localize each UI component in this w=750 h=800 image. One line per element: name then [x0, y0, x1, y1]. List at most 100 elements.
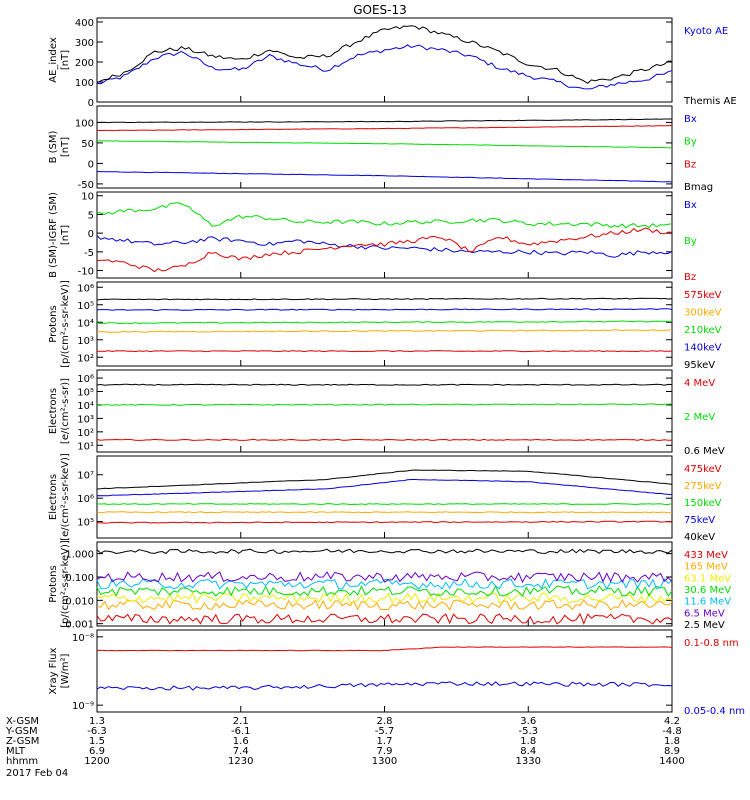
- series-line-0-05-0-4-nm: [96, 681, 673, 691]
- series-line-by: [96, 202, 673, 229]
- y-axis-label: Electrons: [48, 474, 59, 520]
- panel-protons: 10² 10³ 10⁴ 10⁵ 10⁶ Protons [p/(cm²-s-sr-keV)]…: [48, 280, 722, 371]
- series-line-433-mev: [96, 612, 673, 625]
- y-tick-label: 0: [88, 229, 94, 240]
- series-line-150kev: [97, 502, 673, 506]
- date-label: 2017 Feb 04: [6, 768, 68, 779]
- ephemeris-value: 1200: [84, 756, 109, 767]
- y-axis-label: Electrons: [48, 388, 59, 434]
- y-tick-label: 10⁶: [77, 494, 94, 505]
- y-axis-label: Xray Flux: [48, 647, 59, 694]
- series-line-575kev: [96, 350, 673, 353]
- series-line-30-6-mev: [96, 584, 673, 597]
- y-axis-label: [e/(cm²-s-sr)]: [60, 378, 71, 444]
- series-line-75kev: [96, 479, 673, 497]
- legend-entry: Bz: [684, 272, 696, 283]
- series-line-210kev: [96, 320, 673, 325]
- series-line-63-1-mev: [96, 592, 673, 605]
- panel-frame: [96, 629, 673, 713]
- ephemeris-value: 1300: [372, 756, 397, 767]
- legend-entry: 2 MeV: [684, 412, 715, 423]
- y-axis-label: [nT]: [60, 50, 71, 70]
- legend-entry: 75keV: [684, 515, 715, 526]
- ephemeris-row-label: Z-GSM: [6, 736, 39, 747]
- series-line-bz: [96, 227, 673, 273]
- y-tick-label: 100: [75, 78, 94, 89]
- series-line-95kev: [96, 297, 673, 301]
- series-line-2-5-mev: [96, 548, 673, 555]
- y-axis-label: [nT]: [60, 137, 71, 157]
- y-tick-label: 10⁻⁸: [72, 633, 94, 644]
- y-tick-label: 10³: [77, 414, 94, 425]
- ephemeris-value: -6.1: [231, 726, 251, 737]
- ephemeris-value: 7.4: [233, 746, 249, 757]
- series-line-40kev: [96, 469, 673, 490]
- series-line-0-6-mev: [96, 383, 673, 386]
- y-tick-label: 10⁵: [77, 301, 94, 312]
- y-tick-label: 50: [81, 139, 94, 150]
- legend-entry: 0.6 MeV: [684, 446, 725, 457]
- legend-entry: Bx: [684, 200, 697, 211]
- series-line-bz: [96, 125, 673, 132]
- series-line-140kev: [96, 308, 673, 311]
- legend-entry: 4 MeV: [684, 378, 715, 389]
- series-line-4-mev: [96, 438, 672, 441]
- ephemeris-value: -5.7: [375, 726, 395, 737]
- y-axis-label: [nT]: [60, 225, 71, 245]
- ephemeris-value: 8.4: [520, 746, 536, 757]
- legend-entry: 6.5 MeV: [684, 608, 725, 619]
- y-tick-label: 10¹: [77, 441, 94, 452]
- y-tick-label: 0.010: [65, 596, 94, 607]
- panel-frame: [96, 281, 673, 367]
- legend-entry: Kyoto AE: [684, 26, 728, 37]
- ephemeris-value: 3.6: [520, 716, 536, 727]
- y-axis-label: AE_index: [48, 37, 59, 83]
- legend-entry: By: [684, 236, 697, 247]
- y-tick-label: 10³: [77, 336, 94, 347]
- y-tick-label: -5: [84, 248, 94, 259]
- ephemeris-value: 1230: [228, 756, 253, 767]
- ephemeris-value: 1330: [516, 756, 541, 767]
- ephemeris-row-label: hhmm: [6, 756, 38, 767]
- y-tick-label: 10⁴: [77, 401, 94, 412]
- ephemeris-value: 4.2: [664, 716, 680, 727]
- ephemeris-value: -6.3: [87, 726, 107, 737]
- legend-entry: 11.6 MeV: [684, 597, 731, 608]
- legend-entry: 2.5 MeV: [684, 620, 725, 631]
- y-axis-label: B (SM)-IGRF (SM): [48, 192, 59, 278]
- y-tick-label: -50: [78, 180, 94, 191]
- y-axis-label: Protons: [48, 305, 59, 342]
- series-line-0-1-0-8-nm: [96, 646, 673, 652]
- legend-entry: 30.6 MeV: [684, 585, 731, 596]
- panel-electrons2: 10⁵ 10⁶ 10⁷ Electrons [e/(cm²-s-sr-keV)] 475k…: [48, 453, 722, 543]
- y-tick-label: 0: [88, 98, 94, 109]
- series-line-475kev: [96, 520, 673, 524]
- y-tick-label: 10⁶: [77, 283, 94, 294]
- series-line-2-mev: [96, 403, 673, 406]
- ephemeris-row-label: X-GSM: [6, 716, 39, 727]
- ephemeris-row-label: Y-GSM: [5, 726, 38, 737]
- series-line-by: [96, 140, 673, 149]
- panel-frame: [96, 17, 673, 103]
- legend-entry: Themis AE: [683, 96, 737, 107]
- legend-entry: 210keV: [684, 325, 722, 336]
- legend-entry: 165 MeV: [684, 562, 728, 573]
- ephemeris-value: 6.9: [89, 746, 105, 757]
- y-tick-label: 0.001: [65, 620, 94, 631]
- series-line-165-mev: [96, 599, 673, 611]
- y-tick-label: 300: [75, 38, 94, 49]
- legend-entry: Bmag: [684, 182, 713, 193]
- legend-entry: 300keV: [684, 308, 722, 319]
- y-tick-label: 200: [75, 58, 94, 69]
- y-tick-label: 1.000: [65, 550, 94, 561]
- y-tick-label: 10⁶: [77, 374, 94, 385]
- ephemeris-value: 2.8: [377, 716, 393, 727]
- y-axis-label: [e/(cm²-s-sr-keV)]: [60, 453, 71, 541]
- panel-ae: 0 100 200 300 400 AE_index [nT] Kyoto AE Themis …: [48, 17, 737, 109]
- ephemeris-value: 1400: [659, 756, 684, 767]
- series-line-6-5-mev: [96, 571, 673, 584]
- legend-entry: 475keV: [684, 464, 722, 475]
- legend-entry: Bz: [684, 159, 696, 170]
- ephemeris-value: 8.9: [664, 746, 680, 757]
- legend-entry: By: [684, 137, 697, 148]
